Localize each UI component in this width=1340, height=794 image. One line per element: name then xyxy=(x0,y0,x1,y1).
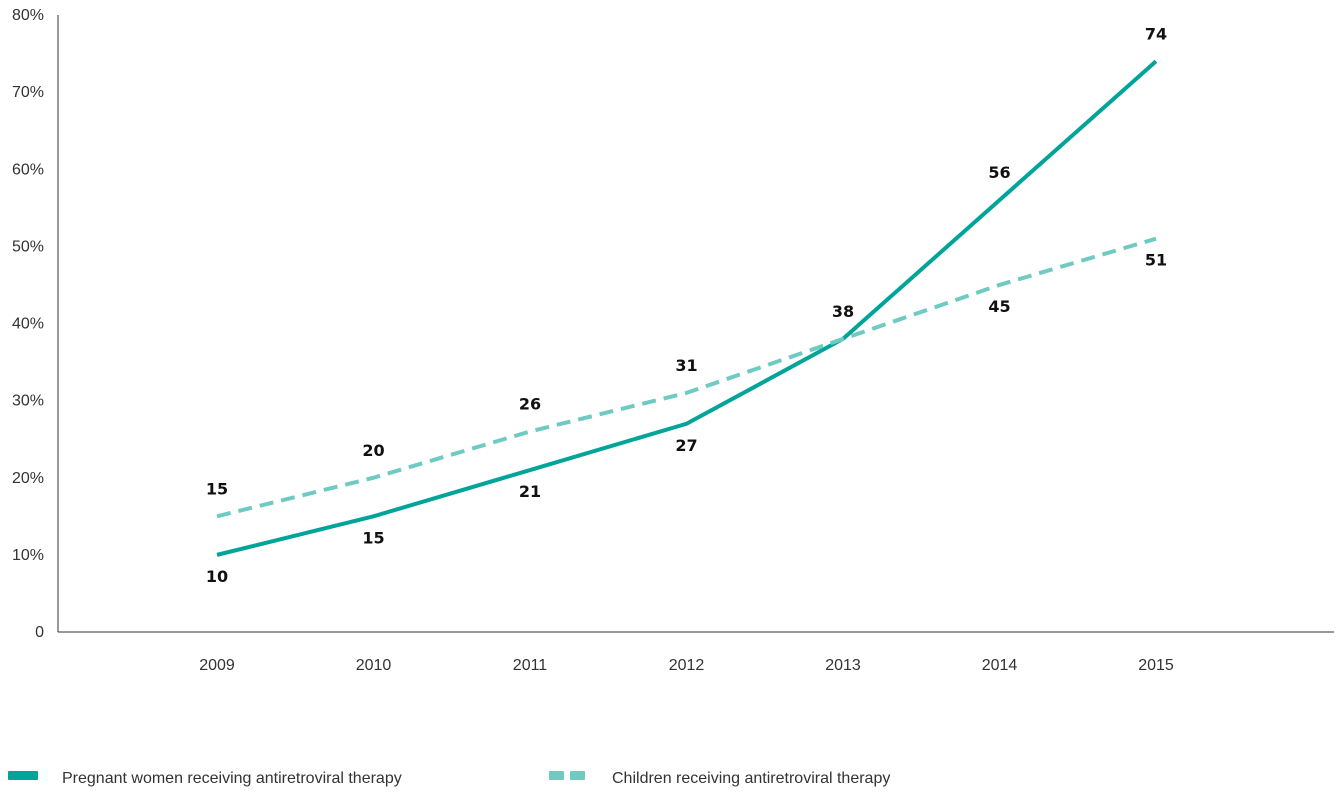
legend-item-children: Children receiving antiretroviral therap… xyxy=(549,770,890,787)
legend-swatch-dash xyxy=(570,771,585,780)
data-label: 21 xyxy=(519,482,541,501)
axes xyxy=(57,15,1334,633)
data-label: 20 xyxy=(362,441,384,460)
data-label: 15 xyxy=(206,479,228,498)
y-axis-ticks: 0 10% 20% 30% 40% 50% 60% 70% 80% xyxy=(12,7,44,641)
y-tick-label: 40% xyxy=(12,316,44,333)
legend-label: Children receiving antiretroviral therap… xyxy=(612,770,890,787)
series-line-children xyxy=(216,236,1157,519)
data-label: 10 xyxy=(206,567,228,586)
y-tick-label: 70% xyxy=(12,84,44,101)
data-label: 51 xyxy=(1145,251,1167,270)
x-tick-label: 2014 xyxy=(982,657,1018,674)
y-tick-label: 50% xyxy=(12,238,44,255)
series-line-pregnant-women xyxy=(216,59,1158,557)
y-tick-label: 30% xyxy=(12,393,44,410)
y-tick-label: 0 xyxy=(35,624,44,641)
legend-label: Pregnant women receiving antiretroviral … xyxy=(62,770,402,787)
y-tick-label: 20% xyxy=(12,470,44,487)
legend: Pregnant women receiving antiretroviral … xyxy=(8,770,890,787)
x-tick-label: 2012 xyxy=(669,657,705,674)
data-label: 26 xyxy=(519,394,541,413)
data-label: 15 xyxy=(362,528,384,547)
series-lines xyxy=(216,59,1158,557)
data-labels: 10 15 21 27 38 56 74 15 20 26 31 45 51 xyxy=(206,24,1167,586)
y-tick-label: 80% xyxy=(12,7,44,24)
x-tick-label: 2010 xyxy=(356,657,392,674)
data-label: 56 xyxy=(988,163,1010,182)
legend-swatch-solid xyxy=(8,771,38,780)
data-label: 38 xyxy=(832,302,854,321)
data-label: 45 xyxy=(988,297,1010,316)
x-axis-ticks: 2009 2010 2011 2012 2013 2014 2015 xyxy=(199,657,1174,674)
x-tick-label: 2009 xyxy=(199,657,235,674)
x-tick-label: 2011 xyxy=(513,657,548,674)
legend-swatch-dash xyxy=(549,771,564,780)
data-label: 74 xyxy=(1145,24,1167,43)
legend-item-pregnant-women: Pregnant women receiving antiretroviral … xyxy=(8,770,402,787)
y-tick-label: 10% xyxy=(12,547,44,564)
x-tick-label: 2013 xyxy=(825,657,861,674)
x-tick-label: 2015 xyxy=(1138,657,1174,674)
data-label: 31 xyxy=(675,356,697,375)
y-tick-label: 60% xyxy=(12,161,44,178)
data-label: 27 xyxy=(675,436,697,455)
